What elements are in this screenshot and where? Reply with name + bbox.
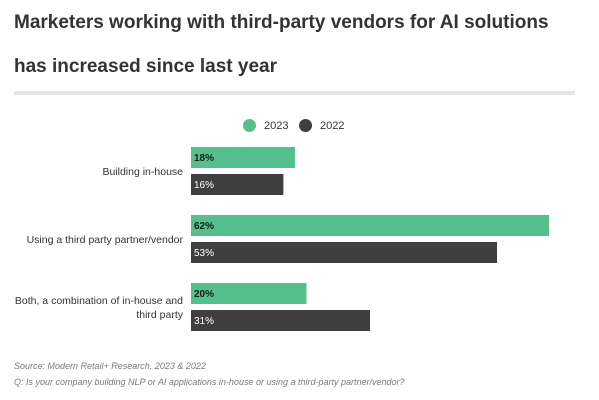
category-label: Using a third party partner/vendor [27, 234, 184, 246]
legend-swatch-2023 [243, 119, 256, 132]
chart-title-line-1: Marketers working with third-party vendo… [14, 12, 549, 33]
legend-label-2022: 2022 [320, 119, 345, 132]
bar-value-label: 62% [194, 221, 214, 232]
bar-2023 [191, 283, 307, 304]
title-divider [14, 91, 575, 95]
survey-question-note: Q: Is your company building NLP or AI ap… [14, 377, 405, 387]
bar-2023 [191, 147, 295, 168]
bar-2022 [191, 242, 498, 263]
category-label: Building in-house [102, 166, 183, 178]
bar-value-label: 16% [194, 180, 214, 191]
legend-label-2023: 2023 [264, 119, 289, 132]
source-note: Source: Modern Retail+ Research, 2023 & … [14, 361, 206, 371]
bar-value-label: 18% [194, 153, 214, 164]
bar-value-label: 31% [194, 316, 214, 327]
bar-value-label: 53% [194, 248, 214, 259]
bar-2022 [191, 174, 284, 195]
legend-item-2022: 2022 [299, 119, 344, 132]
bar-2023 [191, 215, 549, 236]
legend-item-2023: 2023 [243, 119, 288, 132]
category-label: third party [136, 309, 183, 321]
category-label: Both, a combination of in-house and [15, 295, 183, 307]
chart-title-line-2: has increased since last year [14, 56, 277, 77]
legend-swatch-2022 [299, 119, 312, 132]
bar-value-label: 20% [194, 289, 214, 300]
bar-2022 [191, 310, 370, 331]
